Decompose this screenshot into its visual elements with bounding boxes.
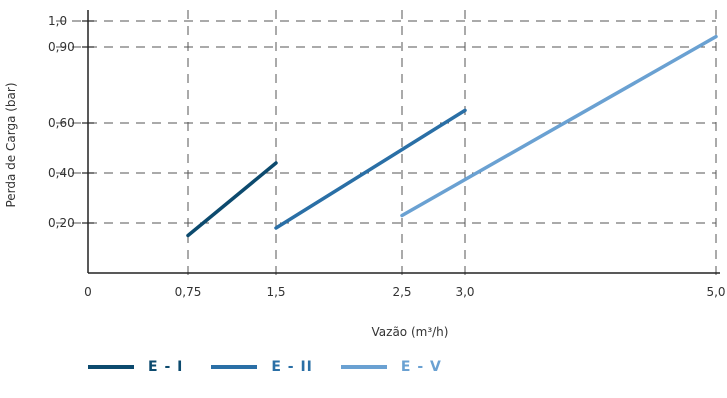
x-tick-label: 1,5 bbox=[266, 285, 285, 299]
series-line-3 bbox=[400, 34, 718, 218]
y-tick-label: 0,60 bbox=[48, 116, 75, 130]
tick-labels: 0,20 0,40 0,60 0,90 1,0 0 0,75 1,5 2,5 3,0 5,0 bbox=[48, 14, 726, 299]
line-chart: 0,20 0,40 0,60 0,90 1,0 0 0,75 1,5 2,5 3,0 5,0 Vaz… bbox=[4, 10, 726, 339]
legend-swatch bbox=[211, 365, 258, 369]
legend-label: E - V bbox=[400, 359, 442, 375]
x-axis-label: Vazão (m³/h) bbox=[372, 325, 449, 339]
series-lines bbox=[186, 34, 718, 238]
y-tick-label: 0,90 bbox=[48, 40, 75, 54]
x-tick-label: 3,0 bbox=[455, 285, 474, 299]
x-tick-label: 2,5 bbox=[392, 285, 411, 299]
axes bbox=[87, 10, 720, 274]
legend: E - I E - II E - V bbox=[88, 355, 470, 379]
legend-item: E - I bbox=[88, 359, 183, 375]
legend-item: E - V bbox=[340, 359, 442, 375]
y-tick-label: 0,40 bbox=[48, 166, 75, 180]
x-tick-label: 0 bbox=[84, 285, 92, 299]
legend-swatch bbox=[340, 365, 387, 369]
legend-item: E - II bbox=[211, 359, 313, 375]
x-tick-label: 0,75 bbox=[175, 285, 202, 299]
y-tick-label: 1,0 bbox=[48, 14, 67, 28]
grid-lines bbox=[56, 10, 717, 279]
legend-label: E - II bbox=[271, 359, 313, 375]
legend-label: E - I bbox=[148, 359, 184, 375]
series-line-2 bbox=[274, 108, 467, 230]
legend-swatch bbox=[88, 365, 134, 369]
series-line-1 bbox=[186, 161, 278, 238]
x-tick-label: 5,0 bbox=[706, 285, 725, 299]
y-axis-label: Perda de Carga (bar) bbox=[4, 82, 18, 207]
y-tick-label: 0,20 bbox=[48, 216, 75, 230]
